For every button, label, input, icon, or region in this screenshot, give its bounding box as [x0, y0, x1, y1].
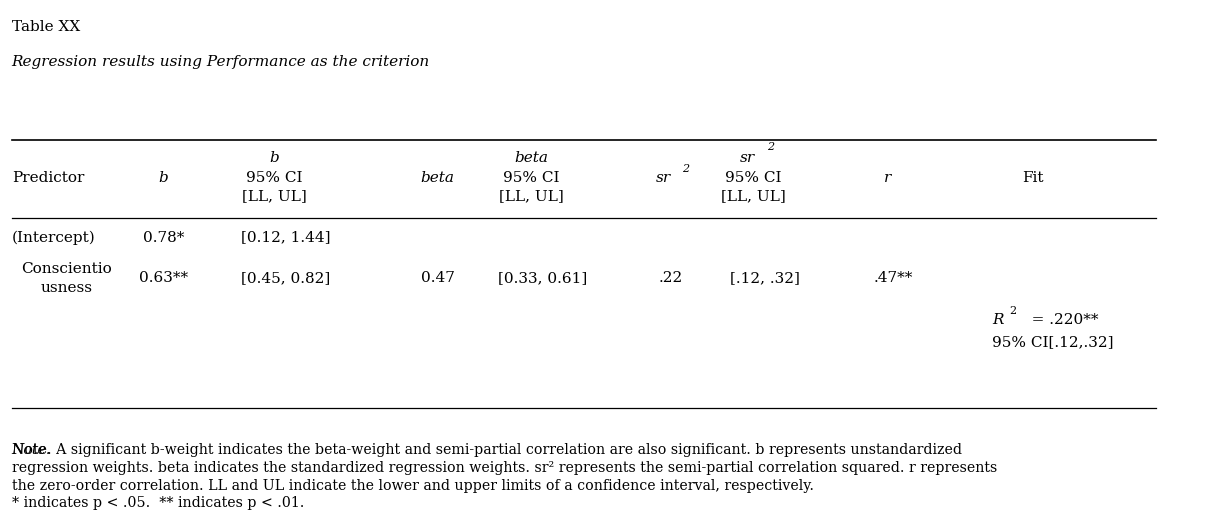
Text: [LL, UL]: [LL, UL] [242, 190, 307, 203]
Text: 2: 2 [767, 142, 773, 152]
Text: * indicates p < .05.  ** indicates p < .01.: * indicates p < .05. ** indicates p < .0… [12, 496, 304, 510]
Text: usness: usness [40, 281, 93, 294]
Text: [.12, .32]: [.12, .32] [730, 271, 799, 285]
Text: R: R [993, 313, 1004, 327]
Text: regression weights. beta indicates the standardized regression weights. sr² repr: regression weights. beta indicates the s… [12, 461, 996, 475]
Text: 2: 2 [682, 164, 688, 174]
Text: [0.45, 0.82]: [0.45, 0.82] [241, 271, 330, 285]
Text: = .220**: = .220** [1017, 313, 1099, 327]
Text: the zero-order correlation. LL and UL indicate the lower and upper limits of a c: the zero-order correlation. LL and UL in… [12, 479, 814, 493]
Text: [LL, UL]: [LL, UL] [721, 190, 786, 203]
Text: [0.12, 1.44]: [0.12, 1.44] [241, 230, 331, 245]
Text: Note. A significant b-weight indicates the beta-weight and semi-partial correlat: Note. A significant b-weight indicates t… [12, 443, 962, 457]
Text: Conscientio: Conscientio [21, 262, 112, 276]
Text: 95% CI: 95% CI [503, 171, 559, 184]
Text: Fit: Fit [1022, 171, 1044, 184]
Text: 2: 2 [1010, 306, 1017, 316]
Text: r: r [883, 171, 890, 184]
Text: 0.78*: 0.78* [143, 230, 184, 245]
Text: Regression results using Performance as the criterion: Regression results using Performance as … [12, 55, 430, 69]
Text: [0.33, 0.61]: [0.33, 0.61] [498, 271, 587, 285]
Text: [LL, UL]: [LL, UL] [498, 190, 564, 203]
Text: (Intercept): (Intercept) [12, 230, 95, 245]
Text: 95% CI[.12,.32]: 95% CI[.12,.32] [993, 336, 1113, 350]
Text: 0.47: 0.47 [420, 271, 454, 285]
Text: beta: beta [514, 151, 548, 165]
Text: Note.: Note. [12, 443, 51, 457]
Text: sr: sr [655, 171, 671, 184]
Text: 95% CI: 95% CI [725, 171, 781, 184]
Text: b: b [158, 171, 168, 184]
Text: Predictor: Predictor [12, 171, 84, 184]
Text: .22: .22 [659, 271, 683, 285]
Text: 0.63**: 0.63** [139, 271, 188, 285]
Text: sr: sr [739, 151, 755, 165]
Text: Table XX: Table XX [12, 20, 80, 34]
Text: b: b [269, 151, 279, 165]
Text: .47**: .47** [873, 271, 912, 285]
Text: beta: beta [420, 171, 454, 184]
Text: 95% CI: 95% CI [246, 171, 302, 184]
